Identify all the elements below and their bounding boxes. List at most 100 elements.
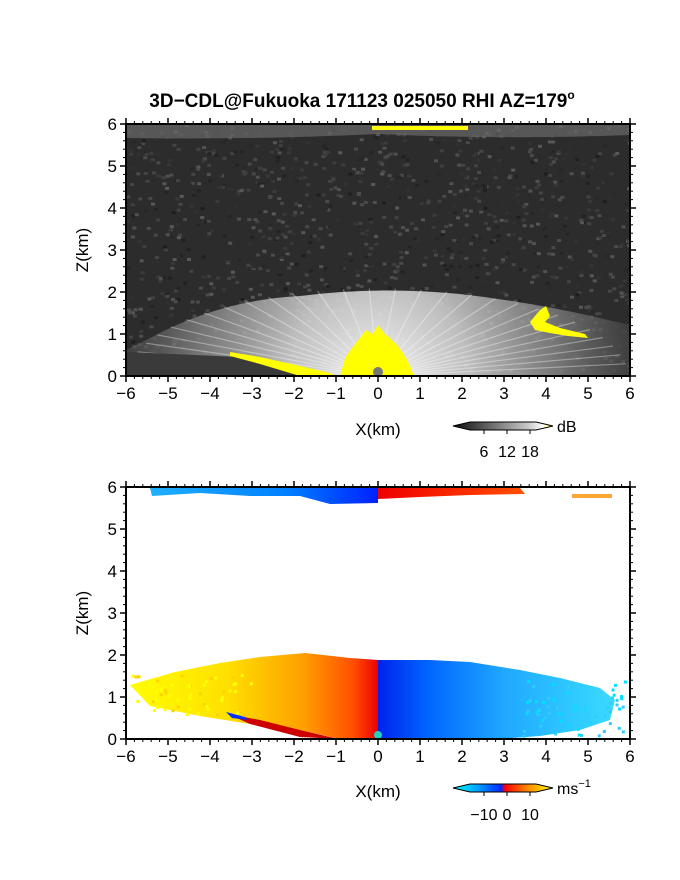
- reflectivity-noise-pixel: [324, 283, 329, 287]
- reflectivity-noise-pixel: [137, 239, 142, 243]
- velocity-edge-speck: [608, 722, 612, 726]
- reflectivity-noise-pixel: [173, 300, 178, 304]
- velocity-colorbar-unit: ms−1: [557, 778, 591, 798]
- reflectivity-noise-pixel: [316, 156, 321, 160]
- reflectivity-noise-pixel: [310, 249, 315, 253]
- reflectivity-noise-pixel: [589, 274, 594, 278]
- reflectivity-noise-pixel: [304, 161, 309, 165]
- reflectivity-noise-pixel: [136, 172, 141, 176]
- reflectivity-noise-pixel: [469, 242, 474, 246]
- reflectivity-noise-pixel: [187, 183, 192, 187]
- velocity-colorbar-ticks: −10 0 10: [470, 792, 539, 824]
- reflectivity-noise-pixel: [620, 295, 625, 299]
- reflectivity-noise-pixel: [551, 275, 556, 279]
- reflectivity-noise-pixel: [262, 292, 267, 296]
- reflectivity-noise-pixel: [292, 213, 297, 217]
- reflectivity-noise-pixel: [255, 253, 260, 257]
- reflectivity-noise-pixel: [150, 305, 155, 309]
- velocity-upper-echo-left: [150, 488, 378, 504]
- velocity-edge-speck: [528, 699, 532, 703]
- reflectivity-noise-pixel: [557, 239, 562, 243]
- reflectivity-noise-pixel: [128, 149, 133, 153]
- reflectivity-noise-pixel: [269, 170, 274, 174]
- reflectivity-noise-pixel: [264, 204, 269, 208]
- reflectivity-noise-pixel: [386, 184, 391, 188]
- reflectivity-noise-pixel: [486, 201, 491, 205]
- reflectivity-noise-pixel: [517, 299, 522, 303]
- reflectivity-noise-pixel: [406, 188, 411, 192]
- velocity-edge-speck: [536, 712, 540, 716]
- reflectivity-noise-pixel: [209, 282, 214, 286]
- reflectivity-noise-pixel: [468, 286, 473, 290]
- reflectivity-noise-pixel: [476, 189, 481, 193]
- reflectivity-noise-pixel: [608, 196, 613, 200]
- reflectivity-noise-pixel: [359, 284, 364, 288]
- reflectivity-beam-ray: [377, 363, 626, 376]
- reflectivity-noise-pixel: [458, 251, 463, 255]
- reflectivity-noise-pixel: [176, 208, 181, 212]
- reflectivity-noise-pixel: [278, 280, 283, 284]
- reflectivity-noise-pixel: [165, 186, 170, 190]
- reflectivity-noise-pixel: [407, 174, 412, 178]
- reflectivity-noise-pixel: [357, 158, 362, 162]
- reflectivity-noise-pixel: [130, 203, 135, 207]
- reflectivity-noise-pixel: [440, 261, 445, 265]
- reflectivity-noise-pixel: [294, 179, 299, 183]
- reflectivity-noise-pixel: [367, 279, 372, 283]
- reflectivity-noise-pixel: [349, 170, 354, 174]
- reflectivity-noise-pixel: [606, 232, 611, 236]
- velocity-edge-speck: [576, 727, 580, 731]
- reflectivity-noise-pixel: [198, 286, 203, 290]
- reflectivity-noise-pixel: [560, 170, 565, 174]
- velocity-y-tick-label: 5: [108, 520, 117, 539]
- reflectivity-noise-pixel: [192, 314, 197, 318]
- reflectivity-noise-pixel: [179, 194, 184, 198]
- reflectivity-noise-pixel: [483, 206, 488, 210]
- reflectivity-noise-pixel: [429, 284, 434, 288]
- velocity-colorbar-tick-label: 10: [521, 807, 539, 824]
- reflectivity-noise-pixel: [492, 180, 497, 184]
- velocity-x-tick-label: −1: [326, 747, 345, 766]
- reflectivity-noise-pixel: [380, 142, 385, 146]
- reflectivity-noise-pixel: [622, 279, 627, 283]
- reflectivity-noise-pixel: [389, 225, 394, 229]
- reflectivity-noise-pixel: [367, 253, 372, 257]
- reflectivity-noise-pixel: [506, 252, 511, 256]
- reflectivity-noise-pixel: [624, 298, 629, 302]
- reflectivity-noise-pixel: [146, 226, 151, 230]
- reflectivity-noise-pixel: [353, 222, 358, 226]
- figure-title-text: 3D−CDL@Fukuoka 171123 025050 RHI AZ=179: [149, 91, 567, 112]
- velocity-edge-speck: [222, 690, 226, 694]
- reflectivity-noise-pixel: [439, 149, 444, 153]
- reflectivity-noise-pixel: [190, 181, 195, 185]
- reflectivity-noise-pixel: [365, 229, 370, 233]
- reflectivity-noise-pixel: [374, 235, 379, 239]
- reflectivity-noise-pixel: [554, 214, 559, 218]
- reflectivity-noise-pixel: [189, 167, 194, 171]
- reflectivity-colorbar-tick-label: 18: [521, 444, 539, 461]
- reflectivity-noise-pixel: [513, 299, 518, 303]
- reflectivity-noise-pixel: [141, 142, 146, 146]
- velocity-edge-speck: [134, 675, 138, 679]
- reflectivity-noise-pixel: [442, 139, 447, 143]
- reflectivity-noise-pixel: [475, 203, 480, 207]
- reflectivity-noise-pixel: [288, 230, 293, 234]
- reflectivity-noise-pixel: [282, 289, 287, 293]
- reflectivity-noise-pixel: [325, 200, 330, 204]
- reflectivity-noise-pixel: [424, 287, 429, 291]
- reflectivity-noise-pixel: [278, 139, 283, 143]
- reflectivity-noise-pixel: [524, 202, 529, 206]
- reflectivity-noise-pixel: [382, 215, 387, 219]
- reflectivity-noise-pixel: [579, 274, 584, 278]
- velocity-edge-speck: [136, 700, 140, 704]
- reflectivity-noise-pixel: [450, 253, 455, 257]
- reflectivity-noise-pixel: [131, 166, 136, 170]
- reflectivity-noise-pixel: [165, 294, 170, 298]
- reflectivity-noise-pixel: [563, 224, 568, 228]
- reflectivity-noise-pixel: [564, 216, 569, 220]
- reflectivity-noise-pixel: [142, 245, 147, 249]
- reflectivity-noise-pixel: [348, 172, 353, 176]
- reflectivity-noise-pixel: [573, 240, 578, 244]
- reflectivity-noise-pixel: [418, 232, 423, 236]
- reflectivity-noise-pixel: [307, 204, 312, 208]
